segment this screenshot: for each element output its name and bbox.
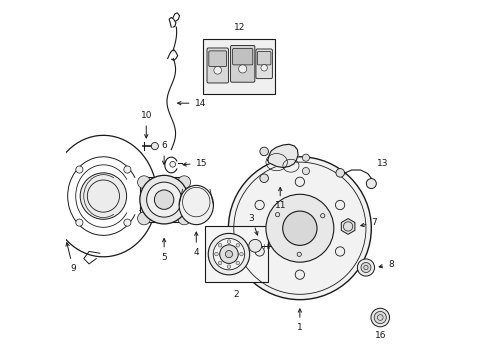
Circle shape	[297, 252, 301, 256]
Circle shape	[213, 67, 221, 74]
Circle shape	[254, 247, 264, 256]
Text: 7: 7	[360, 219, 376, 228]
Circle shape	[302, 154, 309, 161]
Text: 8: 8	[378, 260, 393, 269]
Circle shape	[140, 175, 188, 224]
FancyBboxPatch shape	[257, 51, 270, 65]
Circle shape	[219, 245, 238, 264]
Circle shape	[238, 65, 246, 73]
Circle shape	[236, 243, 239, 247]
FancyBboxPatch shape	[206, 48, 228, 83]
Circle shape	[154, 190, 174, 210]
Circle shape	[254, 201, 264, 210]
Circle shape	[151, 143, 158, 150]
Circle shape	[218, 243, 222, 247]
Circle shape	[123, 166, 131, 173]
Circle shape	[227, 240, 230, 243]
Circle shape	[275, 212, 279, 217]
Circle shape	[295, 177, 304, 186]
Text: 11: 11	[274, 188, 285, 211]
Text: 10: 10	[140, 111, 152, 138]
Circle shape	[295, 270, 304, 279]
Text: 4: 4	[193, 232, 199, 257]
Circle shape	[373, 311, 386, 324]
Circle shape	[227, 265, 230, 269]
Circle shape	[335, 247, 344, 256]
Text: 13: 13	[376, 159, 387, 168]
Text: 3: 3	[248, 213, 258, 235]
Text: 2: 2	[233, 290, 239, 299]
Text: 14: 14	[177, 99, 205, 108]
Circle shape	[320, 213, 324, 218]
Circle shape	[261, 64, 267, 71]
Circle shape	[123, 219, 131, 226]
Text: 15: 15	[183, 159, 206, 168]
Circle shape	[214, 252, 218, 256]
Text: 9: 9	[66, 243, 76, 273]
Circle shape	[146, 182, 181, 217]
Circle shape	[265, 194, 333, 262]
Circle shape	[76, 166, 83, 173]
Text: 1: 1	[296, 309, 302, 332]
FancyBboxPatch shape	[208, 51, 226, 67]
FancyBboxPatch shape	[255, 49, 272, 78]
FancyBboxPatch shape	[230, 45, 254, 82]
Circle shape	[366, 179, 376, 189]
Circle shape	[335, 168, 344, 177]
Circle shape	[236, 261, 239, 265]
Circle shape	[218, 261, 222, 265]
Circle shape	[80, 173, 126, 219]
Bar	[203, 39, 274, 94]
Circle shape	[76, 219, 83, 226]
Circle shape	[228, 157, 370, 300]
Bar	[205, 226, 267, 282]
Circle shape	[259, 147, 268, 156]
Circle shape	[259, 174, 268, 183]
Circle shape	[137, 176, 150, 189]
Circle shape	[137, 212, 150, 225]
Ellipse shape	[179, 185, 213, 225]
Circle shape	[225, 251, 232, 258]
Circle shape	[248, 239, 261, 252]
Circle shape	[239, 252, 243, 256]
Text: 6: 6	[161, 141, 167, 165]
Text: 16: 16	[374, 331, 385, 340]
Polygon shape	[267, 144, 298, 167]
Circle shape	[370, 308, 389, 327]
Circle shape	[178, 176, 190, 189]
Text: 12: 12	[233, 23, 244, 32]
Circle shape	[208, 233, 249, 275]
Circle shape	[169, 161, 175, 167]
Circle shape	[360, 262, 370, 273]
Text: 5: 5	[161, 239, 167, 261]
Bar	[140, 177, 188, 222]
Circle shape	[335, 201, 344, 210]
Circle shape	[282, 211, 316, 246]
Circle shape	[357, 259, 374, 276]
Circle shape	[213, 238, 244, 270]
Circle shape	[178, 212, 190, 225]
Circle shape	[302, 167, 309, 175]
FancyBboxPatch shape	[232, 49, 252, 65]
